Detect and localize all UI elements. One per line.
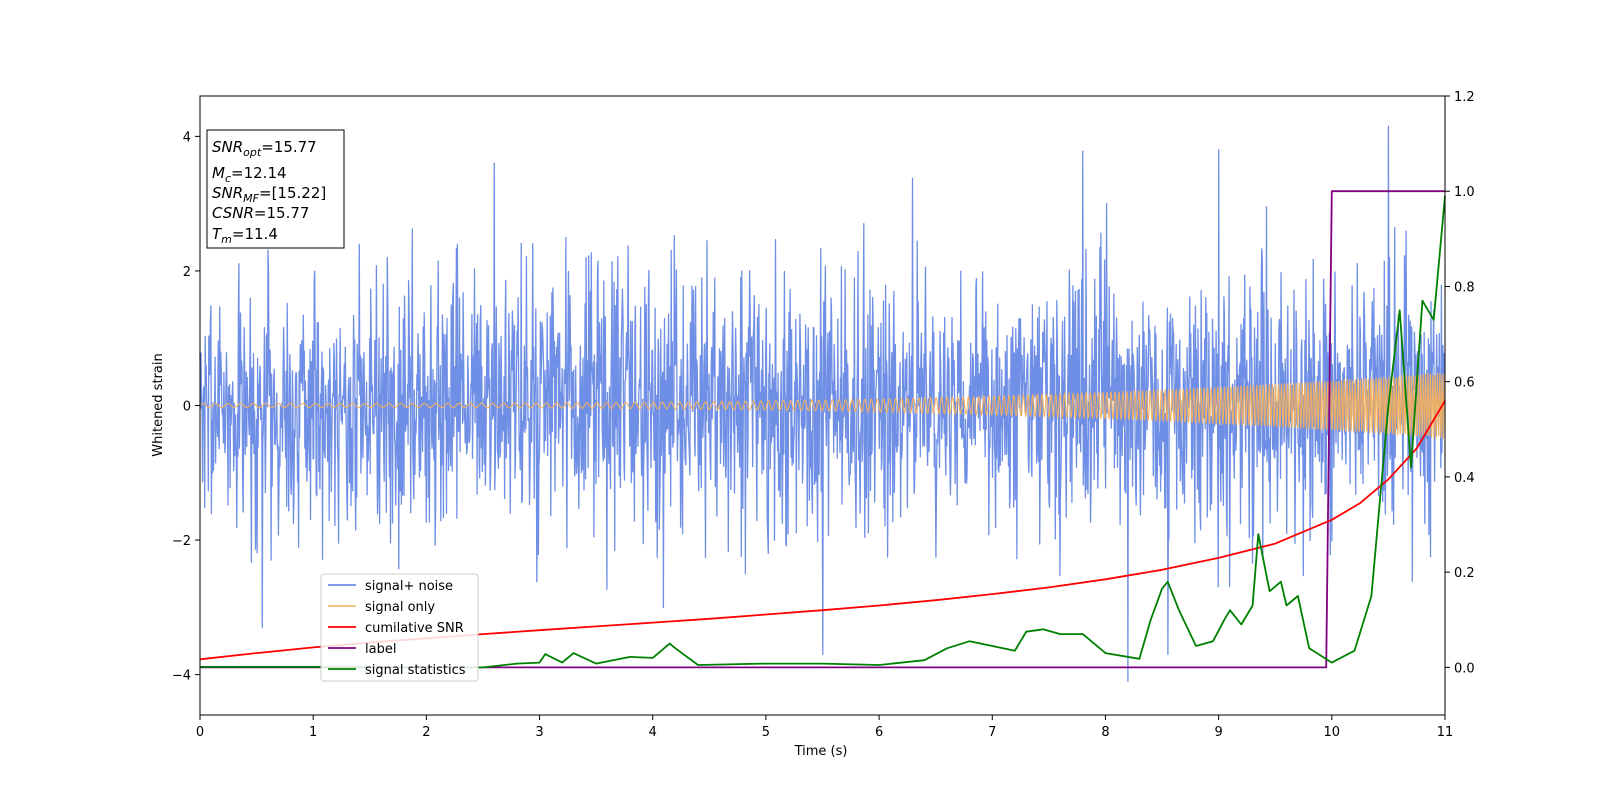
y-left-tick-label: 2	[183, 265, 191, 280]
signal-statistics-line	[200, 195, 1446, 669]
x-tick-label: 6	[875, 725, 883, 740]
legend-label: signal+ noise	[365, 579, 453, 594]
annotation-snr-opt: SNRopt=15.77	[212, 138, 317, 159]
x-tick-label: 5	[762, 725, 770, 740]
x-tick-label: 10	[1324, 725, 1341, 740]
y-axis-right: 0.0 0.2 0.4 0.6 0.8 1.0 1.2	[1445, 90, 1475, 676]
x-tick-label: 3	[535, 725, 543, 740]
signal-only-series	[199, 372, 1446, 440]
annotation-snr-mf: SNRMF=[15.22]	[212, 184, 326, 205]
y-axis-left: 4 2 0 −2 −4	[172, 130, 200, 684]
y-right-tick-label: 0.0	[1454, 661, 1475, 676]
y-right-tick-label: 1.0	[1454, 185, 1475, 200]
x-tick-label: 8	[1101, 725, 1109, 740]
signal-only-line	[199, 372, 1446, 440]
y-axis-label: Whitened strain	[151, 353, 166, 456]
x-tick-label: 11	[1437, 725, 1454, 740]
y-right-tick-label: 1.2	[1454, 90, 1475, 105]
y-right-tick-label: 0.8	[1454, 280, 1475, 295]
y-left-tick-label: 0	[183, 400, 191, 415]
label-line	[200, 190, 1445, 669]
x-axis: 0 1 2 3 4 5 6 7 8 9 10 11	[196, 715, 1453, 740]
legend: signal+ noise signal only cumilative SNR la…	[320, 573, 479, 682]
x-tick-label: 0	[196, 725, 204, 740]
x-tick-label: 1	[309, 725, 317, 740]
x-axis-label: Time (s)	[794, 744, 848, 759]
y-right-tick-label: 0.4	[1454, 471, 1475, 486]
annotation-box: SNRopt=15.77 Mc=12.14 SNRMF=[15.22] CSNR…	[206, 129, 345, 249]
y-right-tick-label: 0.6	[1454, 376, 1475, 391]
x-tick-label: 4	[649, 725, 657, 740]
annotation-csnr: CSNR=15.77	[212, 204, 309, 222]
annotation-mc: Mc=12.14	[212, 164, 287, 185]
legend-label: signal only	[365, 600, 435, 615]
y-right-tick-label: 0.2	[1454, 566, 1475, 581]
legend-label: label	[365, 642, 396, 657]
y-left-tick-label: −4	[172, 669, 191, 684]
x-tick-label: 9	[1214, 725, 1222, 740]
x-tick-label: 2	[422, 725, 430, 740]
legend-label: signal statistics	[365, 663, 466, 678]
y-left-tick-label: −2	[172, 534, 191, 549]
legend-label: cumilative SNR	[365, 621, 464, 636]
y-left-tick-label: 4	[183, 130, 191, 145]
annotation-tm: Tm=11.4	[212, 225, 278, 246]
x-tick-label: 7	[988, 725, 996, 740]
